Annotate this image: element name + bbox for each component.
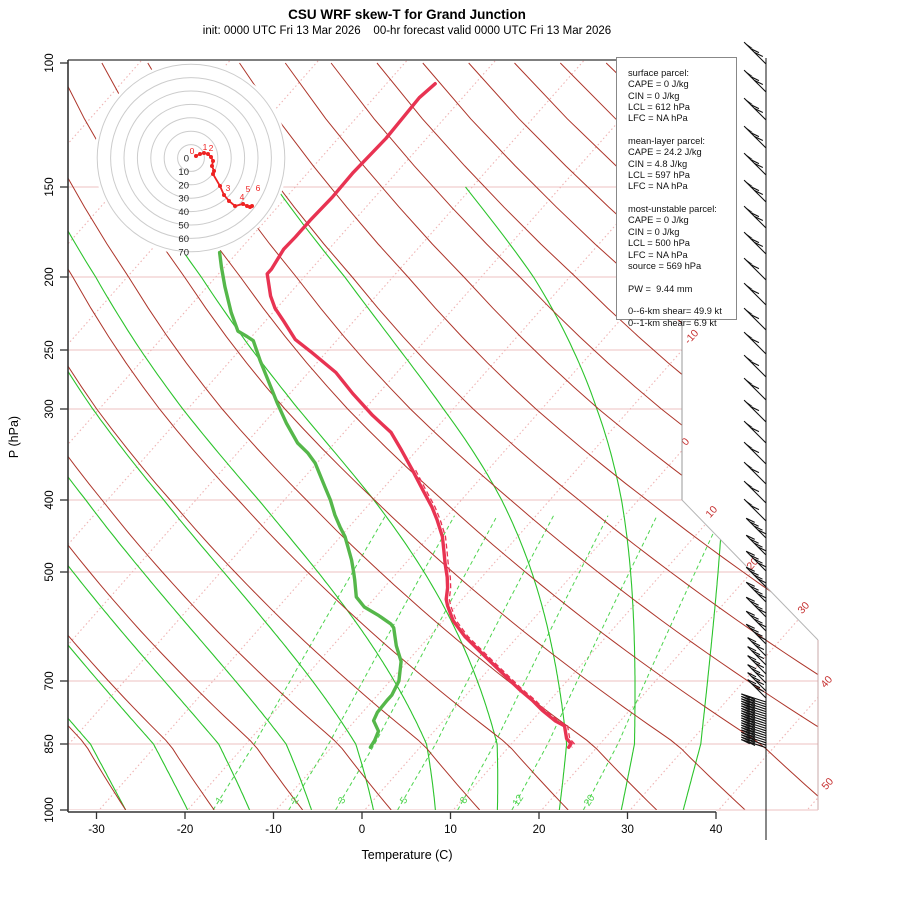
info-box-line: CAPE = 0 J/kg bbox=[628, 79, 689, 90]
page-title: CSU WRF skew-T for Grand Junction bbox=[288, 7, 526, 22]
info-box-line bbox=[628, 193, 736, 204]
temperature-tick-label: 10 bbox=[444, 824, 457, 836]
info-box-line: LCL = 612 hPa bbox=[628, 102, 690, 113]
temperature-tick-label: 40 bbox=[710, 824, 723, 836]
hodograph-height-label: 6 bbox=[256, 183, 261, 193]
info-box-line: CAPE = 0 J/kg bbox=[628, 215, 689, 226]
info-box-line: CIN = 0 J/kg bbox=[628, 90, 680, 101]
mixing-ratio-lines bbox=[212, 515, 722, 810]
info-box-line: LFC = NA hPa bbox=[628, 113, 688, 124]
info-box-line: PW = 9.44 mm bbox=[628, 283, 693, 294]
info-box-line: CAPE = 24.2 J/kg bbox=[628, 147, 702, 158]
pressure-tick-label: 850 bbox=[44, 734, 56, 753]
mixing-ratio-label: 1 bbox=[214, 795, 226, 806]
temperature-tick-label: 20 bbox=[533, 824, 546, 836]
hodograph-height-label: 0 bbox=[190, 146, 195, 156]
info-box-line bbox=[628, 272, 736, 283]
mixing-ratio-label: 3 bbox=[336, 795, 348, 806]
wind-barbs bbox=[741, 41, 767, 840]
info-box-line: LCL = 500 hPa bbox=[628, 238, 690, 249]
info-box-line: LFC = NA hPa bbox=[628, 181, 688, 192]
pressure-tick-label: 700 bbox=[44, 671, 56, 690]
parcel-info-box: surface parcel: CAPE = 0 J/kg CIN = 0 J/kg… bbox=[616, 57, 737, 328]
isotherm-label: 40 bbox=[818, 674, 835, 691]
hodograph-ring-label: 50 bbox=[178, 221, 189, 232]
sounding-curves bbox=[217, 82, 576, 749]
info-box-line: surface parcel: bbox=[628, 68, 689, 78]
hodograph-ring-label: 10 bbox=[178, 167, 189, 178]
hodograph-ring-label: 20 bbox=[178, 180, 189, 191]
hodograph-height-label: 3 bbox=[226, 183, 231, 193]
temperature-tick-label: -10 bbox=[265, 824, 282, 836]
info-box-line: LFC = NA hPa bbox=[628, 249, 688, 260]
page-subtitle: init: 0000 UTC Fri 13 Mar 2026 00-hr for… bbox=[202, 25, 612, 37]
info-box-line: 0--1-km shear= 6.9 kt bbox=[628, 317, 717, 328]
temperature-tick-label: 0 bbox=[359, 824, 365, 836]
hodograph-ring-label: 60 bbox=[178, 234, 189, 245]
info-box-line bbox=[628, 295, 736, 306]
hodograph-height-label: 4 bbox=[240, 192, 245, 202]
pressure-tick-label: 100 bbox=[44, 53, 56, 72]
temperature-curve bbox=[265, 82, 573, 749]
isotherm-label: -10 bbox=[682, 327, 701, 346]
hodograph-height-label: 2 bbox=[209, 143, 214, 153]
info-box-line: LCL = 597 hPa bbox=[628, 170, 690, 181]
pressure-tick-label: 250 bbox=[44, 340, 56, 359]
hodograph-ring-label: 40 bbox=[178, 207, 189, 218]
hodograph-height-label: 1 bbox=[203, 142, 208, 152]
parcel-curve bbox=[415, 469, 576, 748]
info-box-line: most-unstable parcel: bbox=[628, 204, 717, 215]
mixing-ratio-label: 20 bbox=[582, 793, 598, 809]
isotherm-label: 0 bbox=[679, 436, 692, 448]
isotherm-label: 50 bbox=[819, 776, 836, 793]
temperature-tick-label: -20 bbox=[177, 824, 194, 836]
info-box-line: CIN = 4.8 J/kg bbox=[628, 158, 688, 169]
hodograph-ring-label: 30 bbox=[178, 194, 189, 205]
hodograph-ring-label: 70 bbox=[178, 247, 189, 258]
hodograph-ring-label: 0 bbox=[184, 154, 189, 165]
mixing-ratio-label: 2 bbox=[289, 795, 301, 806]
isotherm-label: 10 bbox=[703, 504, 720, 521]
mixing-ratio-label: 12 bbox=[511, 793, 527, 809]
info-box-line: source = 569 hPa bbox=[628, 260, 702, 271]
info-box-line: CIN = 0 J/kg bbox=[628, 226, 680, 237]
x-axis-label: Temperature (C) bbox=[361, 848, 453, 862]
pressure-tick-label: 150 bbox=[44, 177, 56, 196]
y-axis-label: P (hPa) bbox=[7, 415, 21, 459]
hodograph-height-label: 5 bbox=[246, 184, 251, 194]
isotherm-label: 30 bbox=[795, 600, 812, 617]
info-box-line bbox=[628, 125, 736, 136]
moist-adiabats bbox=[68, 186, 726, 810]
info-box-line: 0--6-km shear= 49.9 kt bbox=[628, 306, 722, 317]
pressure-tick-label: 300 bbox=[44, 399, 56, 418]
pressure-tick-label: 500 bbox=[44, 562, 56, 581]
dewpoint-curve bbox=[217, 250, 403, 749]
temperature-tick-label: -30 bbox=[88, 824, 105, 836]
temperature-tick-label: 30 bbox=[621, 824, 634, 836]
pressure-tick-label: 200 bbox=[44, 267, 56, 286]
mixing-ratio-label: 5 bbox=[398, 795, 410, 806]
pressure-tick-label: 400 bbox=[44, 490, 56, 509]
info-box-line: mean-layer parcel: bbox=[628, 136, 705, 147]
mixing-ratio-label: 8 bbox=[458, 795, 470, 806]
pressure-tick-label: 1000 bbox=[44, 797, 56, 823]
